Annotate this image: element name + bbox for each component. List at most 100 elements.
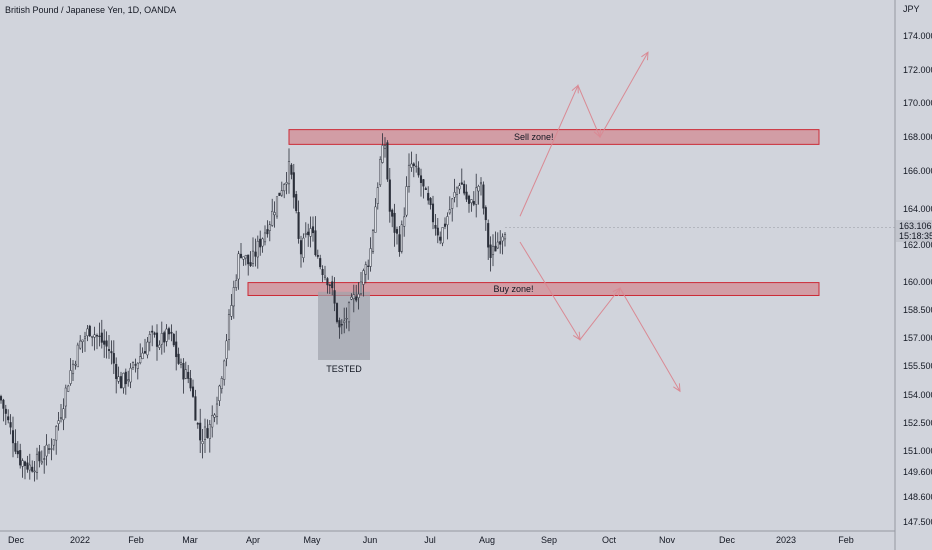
candle-body [463,183,466,194]
candle-body [155,332,159,347]
candle-body [297,212,300,239]
candle-body [487,223,490,248]
candle-body [184,369,187,379]
candle-body [167,328,171,335]
candle-body [371,230,375,252]
candle-body [201,441,204,445]
scenario-arrows [519,51,681,393]
zone-label: Sell zone! [514,132,554,142]
candle-body [309,228,312,237]
candle-body [242,256,245,260]
chart-title: British Pound / Japanese Yen, 1D, OANDA [5,5,176,15]
candle-body [83,336,87,339]
candle-body [0,396,3,401]
candle-body [278,192,281,196]
candle-body [112,353,115,364]
candle-body [405,186,408,216]
time-tick-label: Jun [363,535,378,545]
price-tick-label: 172.000 [903,65,932,75]
candle-body [482,184,485,209]
candle-body [143,351,147,354]
candle-body [203,426,207,440]
candle-body [323,275,327,278]
candle-body [261,238,264,247]
candle-body [350,296,353,300]
candle-body [290,164,293,175]
candle-body [86,328,89,337]
candle-body [71,363,75,375]
candle-body [76,344,79,368]
candle-body [307,231,310,236]
price-tick-label: 147.500 [903,517,932,527]
candle-body [170,331,173,334]
candle-body [352,294,355,299]
candle-body [446,216,449,226]
candle-body [50,448,53,450]
candle-body [451,198,454,209]
candle-body [19,450,22,466]
bar-countdown: 15:18:35 [899,231,932,241]
currency-label: JPY [903,4,920,14]
candle-body [23,461,27,466]
candle-body [489,244,492,258]
candle-body [424,188,427,190]
candle-body [67,385,70,392]
candle-body [494,245,497,252]
candle-body [335,303,339,322]
candle-body [45,444,48,457]
current-price-tag [896,220,932,242]
candle-body [158,344,161,348]
candle-body [177,353,180,364]
candle-body [479,182,483,185]
candle-body [434,225,437,229]
candle-body [263,232,267,243]
bullish-scenario-path[interactable] [519,51,649,217]
candle-body [110,351,113,354]
candle-body [237,253,240,280]
candle-body [362,270,365,285]
candle-body [55,426,58,441]
candle-body [103,340,106,345]
candle-body [496,241,499,249]
zone-rect[interactable] [247,282,820,296]
candle-body [95,335,99,337]
candle-body [326,278,329,286]
candle-body [376,187,379,204]
candle-body [403,216,406,227]
candle-body [431,203,435,223]
candle-body [503,234,507,240]
time-axis[interactable]: Dec 2022 Feb Mar Apr May Jun Jul Aug Sep Oct Nov Dec… [0,530,895,545]
candle-body [74,363,77,366]
candle-body [213,414,216,418]
candle-body [107,349,111,351]
candle-body [131,362,135,368]
candle-body [391,209,394,217]
candle-body [455,187,459,195]
price-axis[interactable]: JPY 163.106 15:18:35 174.000 172.000 170.0… [894,0,932,550]
candle-body [285,182,288,185]
candle-body [165,328,168,342]
candle-body [470,199,473,204]
time-tick-label: Aug [479,535,495,545]
candle-body [477,186,480,192]
candle-body [64,387,67,407]
price-tick-label: 164.000 [903,204,932,214]
candle-body [381,145,384,163]
zone-rect[interactable] [288,129,820,145]
time-tick-label: Dec [8,535,25,545]
candle-body [129,367,132,383]
candle-body [4,408,7,414]
bearish-scenario-path[interactable] [519,241,681,392]
candle-body [249,262,252,266]
candle-body [273,212,276,216]
candle-body [393,212,396,233]
current-price: 163.106 [899,221,932,231]
candle-body [357,293,360,298]
arrowhead [641,51,649,61]
candle-body [52,439,55,446]
candle-body [359,281,363,295]
candle-body [355,296,358,301]
candle-body [232,287,235,307]
